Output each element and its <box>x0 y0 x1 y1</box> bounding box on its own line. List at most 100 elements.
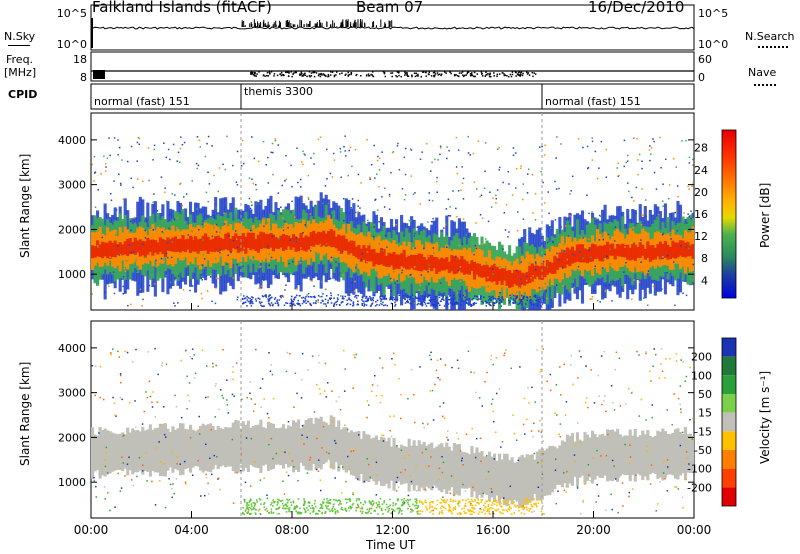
nave-point <box>527 72 530 74</box>
power-speckle <box>511 263 513 265</box>
power-speckle-low <box>390 298 392 300</box>
velocity-ground-scatter <box>407 503 410 506</box>
power-cell <box>231 236 235 249</box>
velocity-speckle <box>483 504 485 507</box>
power-speckle-low <box>473 295 476 297</box>
velocity-ground-scatter <box>352 502 355 505</box>
velocity-speckle <box>204 396 207 399</box>
power-speckle <box>455 136 458 139</box>
power-speckle <box>257 275 260 277</box>
power-speckle <box>642 297 645 299</box>
power-speckle-low <box>291 295 293 298</box>
velocity-speckle <box>135 426 137 428</box>
power-speckle-low <box>389 297 391 299</box>
nsky-trace <box>90 26 695 30</box>
power-speckle-low <box>379 297 382 300</box>
velocity-ground-scatter <box>393 510 396 512</box>
power-speckle-low <box>261 305 263 308</box>
velocity-cell <box>161 423 165 477</box>
power-speckle <box>600 140 603 143</box>
power-speckle <box>487 285 489 288</box>
velocity-speckle <box>293 406 295 409</box>
power-cell <box>329 229 333 248</box>
power-speckle <box>297 181 299 184</box>
power-speckle <box>255 203 258 206</box>
power-speckle <box>683 212 685 214</box>
velocity-cell <box>523 457 527 504</box>
power-cell <box>91 245 95 259</box>
power-speckle <box>402 232 404 234</box>
velocity-ground-scatter <box>500 502 503 505</box>
velocity-ground-scatter <box>379 505 381 508</box>
power-cell <box>302 237 306 251</box>
velocity-speckle <box>189 436 192 439</box>
velocity-speckle <box>311 430 313 432</box>
power-speckle <box>307 196 310 199</box>
velocity-speckle <box>622 505 624 507</box>
velocity-speckle <box>431 389 434 392</box>
power-speckle-low <box>438 294 440 296</box>
velocity-ground-scatter <box>435 507 438 510</box>
velocity-speckle <box>301 434 303 436</box>
velocity-ground-scatter <box>529 501 532 503</box>
velocity-speckle <box>645 352 647 355</box>
power-speckle-low <box>406 294 409 297</box>
velocity-ground-scatter <box>351 503 354 506</box>
power-speckle <box>132 251 135 253</box>
velocity-ground-scatter <box>438 511 441 513</box>
velocity-cell <box>286 425 291 468</box>
velocity-speckle <box>490 403 493 405</box>
power-speckle-low <box>366 300 368 303</box>
velocity-speckle <box>523 397 526 400</box>
power-speckle <box>502 181 504 184</box>
power-speckle <box>268 227 271 229</box>
power-speckle <box>183 196 185 198</box>
power-speckle <box>674 304 676 307</box>
power-speckle <box>382 250 385 252</box>
power-speckle <box>543 202 546 204</box>
velocity-speckle <box>585 365 587 367</box>
power-speckle <box>541 145 543 148</box>
power-speckle-low <box>417 302 420 305</box>
power-speckle <box>627 154 629 157</box>
velocity-speckle <box>394 363 396 366</box>
velocity-colorbar-block <box>722 431 736 450</box>
power-speckle-low <box>361 302 363 305</box>
power-speckle <box>528 168 530 171</box>
power-speckle <box>170 256 173 259</box>
power-speckle <box>243 162 245 165</box>
velocity-cell <box>106 430 110 475</box>
velocity-ground-scatter <box>406 501 409 504</box>
nave-point <box>341 72 343 74</box>
power-speckle-low <box>352 304 355 306</box>
velocity-speckle <box>451 366 453 369</box>
nave-point <box>501 72 504 74</box>
power-speckle <box>192 225 194 228</box>
velocity-speckle <box>138 457 141 459</box>
nave-point <box>463 74 466 77</box>
power-speckle <box>270 256 273 259</box>
velocity-speckle <box>354 356 356 359</box>
power-speckle <box>545 291 548 293</box>
power-speckle <box>179 136 182 138</box>
velocity-ground-scatter <box>337 511 339 513</box>
velocity-cell <box>616 428 620 482</box>
power-speckle-low <box>325 305 328 307</box>
power-speckle <box>168 227 170 230</box>
power-speckle <box>240 165 243 167</box>
power-speckle-low <box>488 301 491 304</box>
power-cell <box>618 244 622 257</box>
power-speckle-low <box>421 304 423 307</box>
velocity-speckle <box>113 402 116 405</box>
velocity-colorbar-block <box>722 338 736 357</box>
power-speckle <box>296 288 298 290</box>
velocity-cell <box>387 437 391 489</box>
power-speckle-low <box>341 297 344 300</box>
power-colorbar-label: Power [dB] <box>758 182 772 248</box>
power-speckle-low <box>460 304 462 306</box>
velocity-speckle <box>530 430 533 432</box>
velocity-ground-scatter <box>424 501 426 504</box>
velocity-speckle <box>615 351 618 354</box>
nave-point <box>315 72 318 74</box>
power-cell <box>636 246 640 258</box>
